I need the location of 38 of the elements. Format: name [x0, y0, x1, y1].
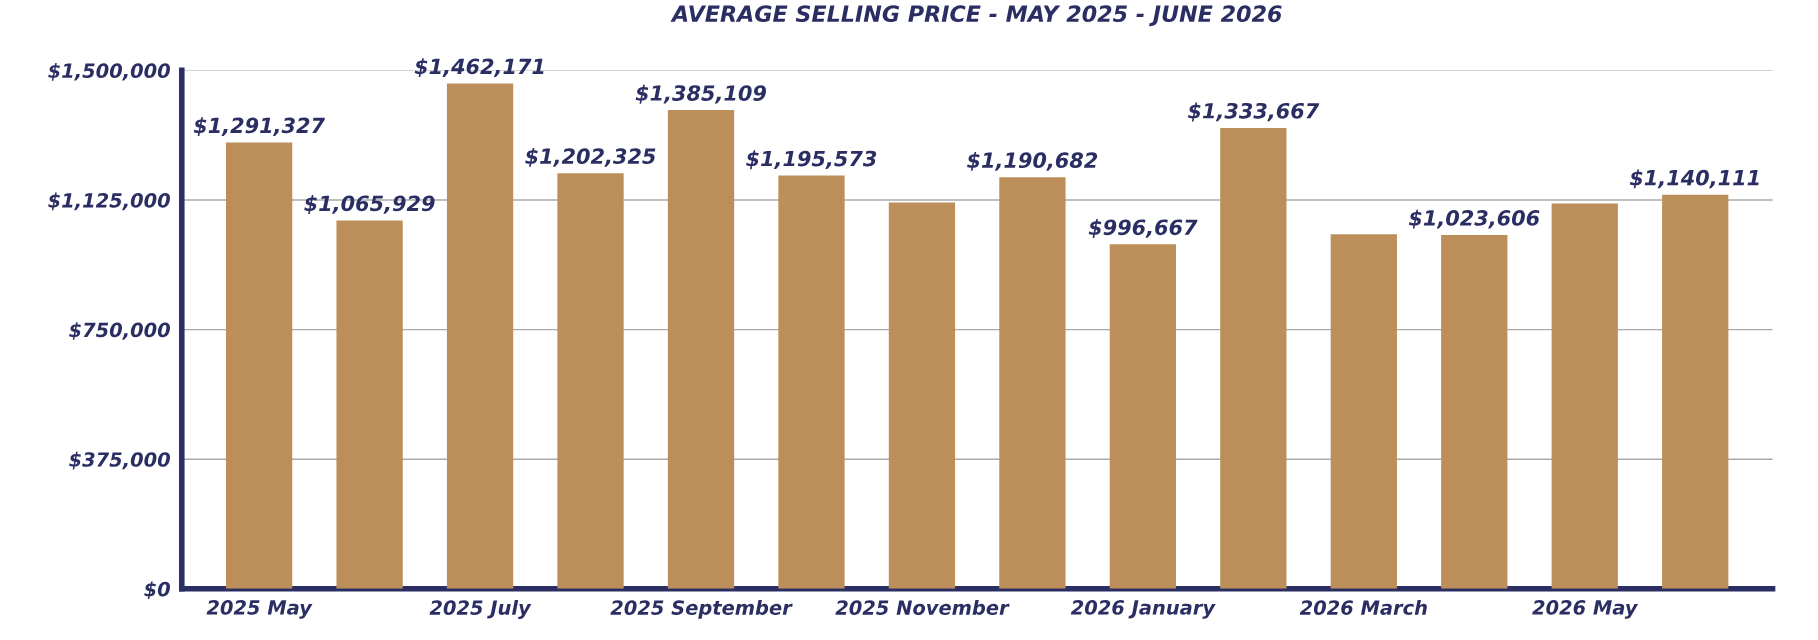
x-tick-label: 2026 January — [1070, 600, 1216, 619]
bar — [888, 202, 956, 589]
data-label: $1,385,109 — [635, 84, 766, 104]
data-label: $1,291,327 — [193, 117, 325, 137]
bar — [336, 220, 403, 589]
data-label: $1,140,111 — [1629, 169, 1759, 189]
chart-title: AVERAGE SELLING PRICE - MAY 2025 - JUNE 2026 — [670, 5, 1282, 27]
bar — [1551, 203, 1618, 589]
bar — [557, 173, 624, 589]
data-label: $1,195,573 — [746, 150, 877, 170]
y-tick-label: $750,000 — [69, 322, 170, 340]
data-label: $996,667 — [1088, 219, 1198, 238]
y-tick-label: $375,000 — [69, 451, 170, 470]
y-tick-label: $0 — [144, 581, 170, 600]
x-tick-label: 2026 March — [1299, 599, 1427, 615]
bar — [1441, 235, 1508, 589]
bar — [667, 110, 735, 589]
data-label: $1,023,606 — [1408, 209, 1540, 229]
bar — [1330, 234, 1397, 589]
data-label: $1,333,667 — [1188, 102, 1320, 122]
bar — [1109, 244, 1177, 589]
bar — [1220, 127, 1287, 589]
x-tick-label: 2025 May — [206, 600, 313, 619]
data-label: $1,190,682 — [967, 151, 1098, 171]
x-tick-label: 2026 May — [1532, 600, 1639, 619]
data-label: $1,065,929 — [304, 195, 435, 214]
x-tick-label: 2025 July — [429, 599, 532, 619]
bar — [1662, 194, 1729, 589]
y-tick-label: $1,125,000 — [48, 192, 170, 211]
data-label: $1,462,171 — [414, 58, 544, 78]
bar — [778, 175, 845, 589]
x-tick-label: 2025 November — [835, 599, 1010, 615]
bar — [999, 177, 1066, 589]
bar — [225, 142, 293, 589]
y-tick-label: $1,500,000 — [48, 63, 170, 81]
bar — [446, 83, 514, 589]
data-label: $1,202,325 — [525, 147, 656, 167]
x-tick-label: 2025 September — [610, 599, 793, 619]
